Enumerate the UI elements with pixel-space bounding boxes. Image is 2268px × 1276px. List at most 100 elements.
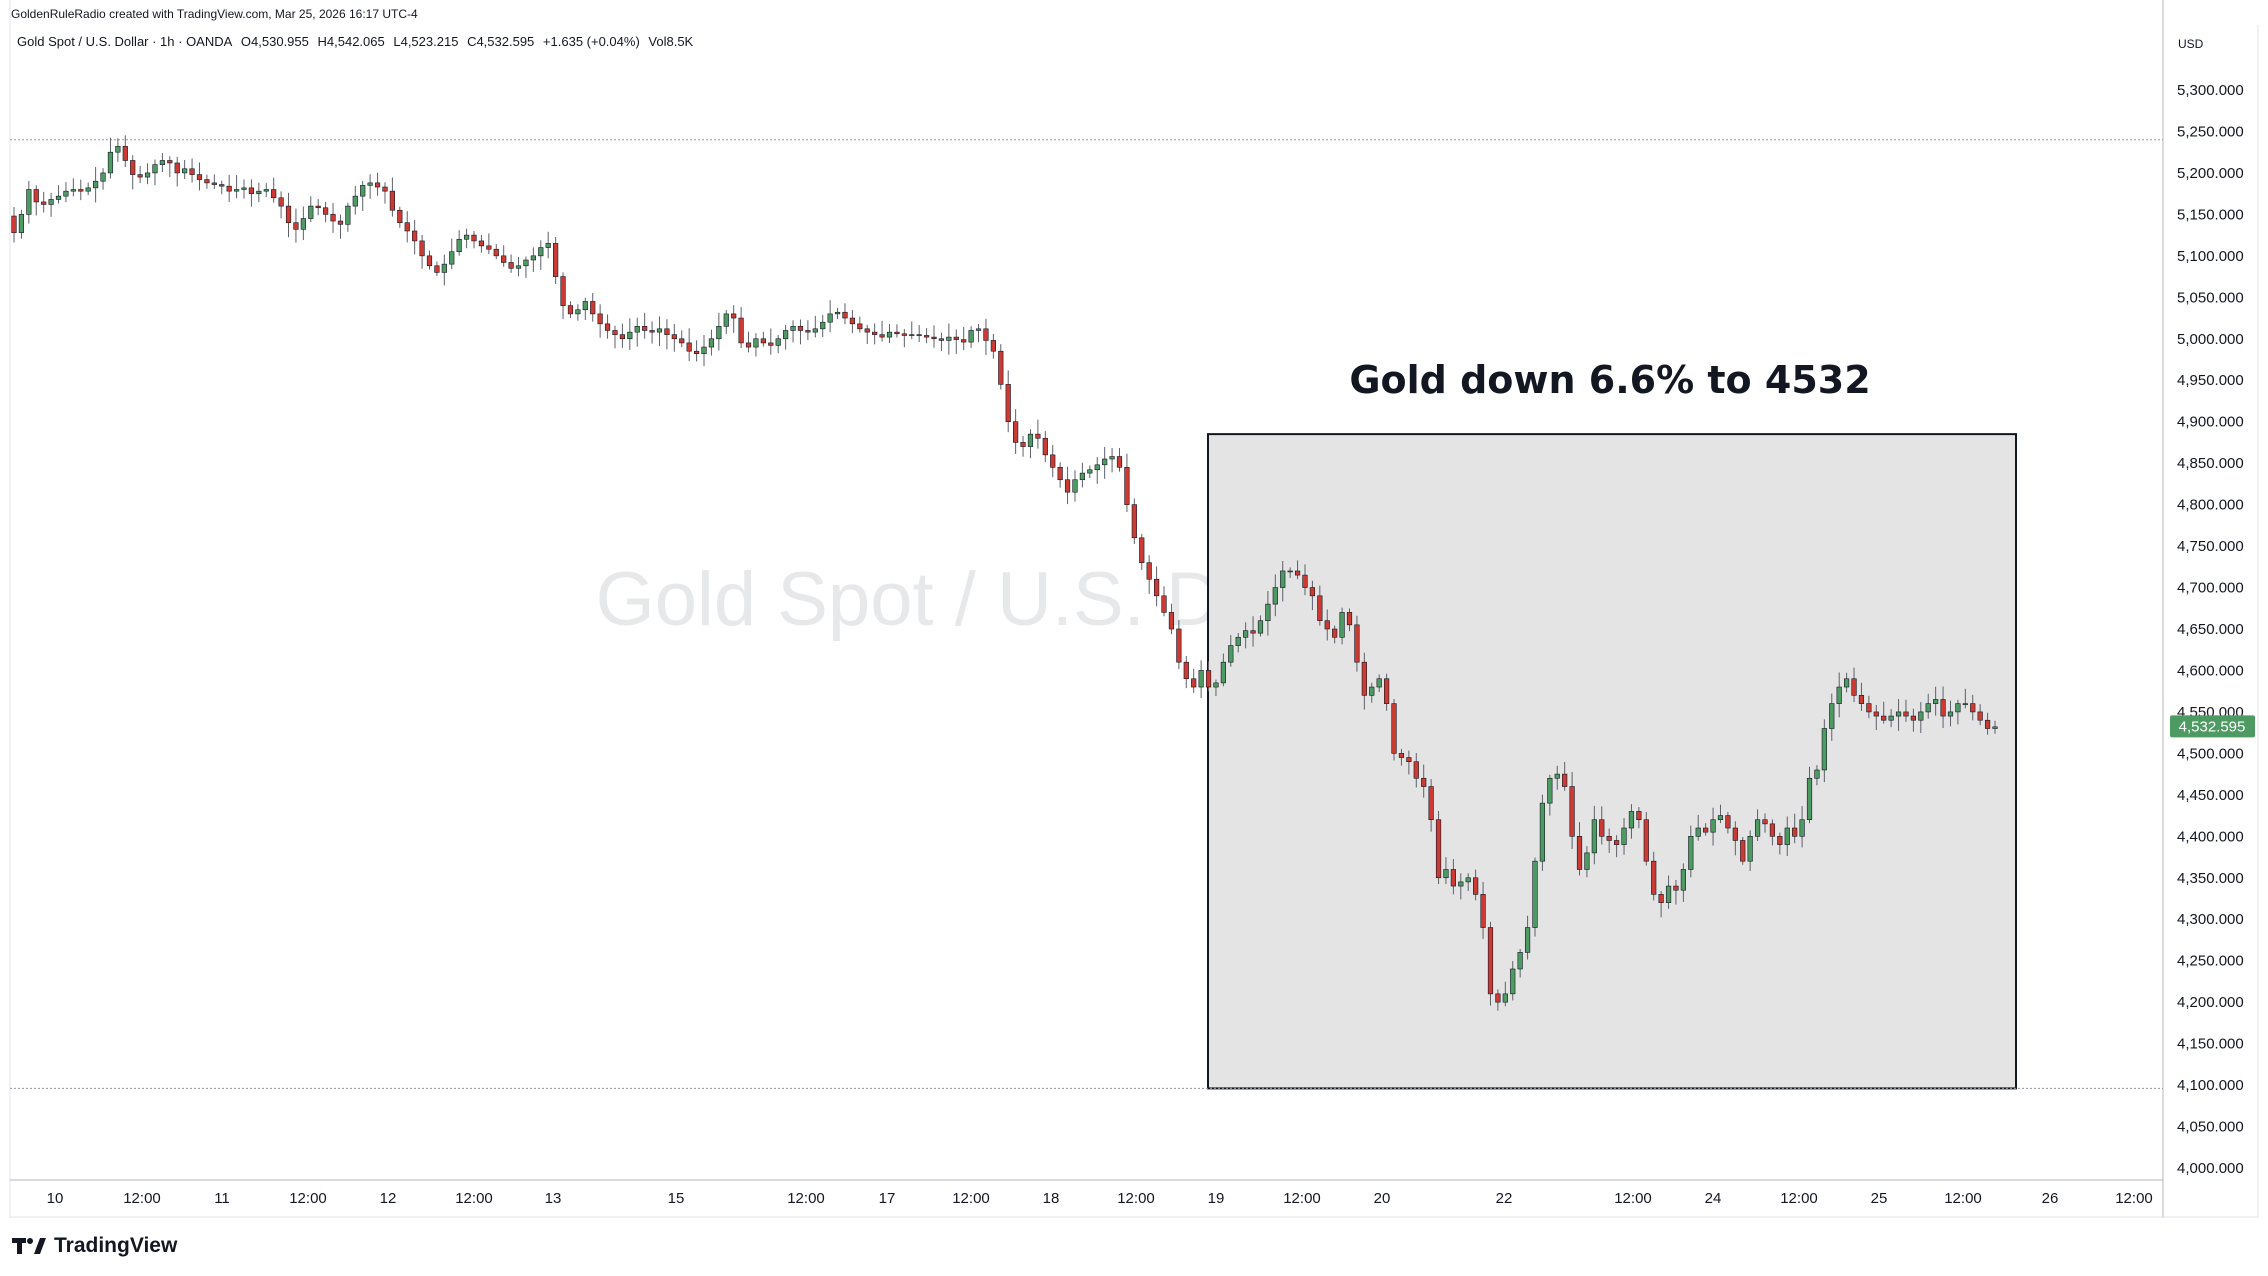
candle-up[interactable]: [1888, 715, 1894, 721]
candle-up[interactable]: [241, 187, 247, 190]
candle-up[interactable]: [1992, 726, 1998, 729]
candle-down[interactable]: [1013, 421, 1019, 443]
candle-down[interactable]: [1450, 869, 1456, 887]
candle-down[interactable]: [998, 350, 1004, 385]
candle-down[interactable]: [1562, 773, 1568, 787]
candle-up[interactable]: [1272, 587, 1278, 605]
candle-up[interactable]: [360, 185, 366, 197]
candle-up[interactable]: [753, 338, 759, 348]
candle-down[interactable]: [397, 209, 403, 223]
candle-down[interactable]: [1205, 670, 1212, 688]
candle-down[interactable]: [1881, 715, 1887, 721]
candle-up[interactable]: [1198, 670, 1204, 688]
candle-down[interactable]: [1168, 612, 1175, 630]
candle-down[interactable]: [1984, 719, 1991, 729]
candle-up[interactable]: [1933, 699, 1939, 704]
candle-down[interactable]: [419, 240, 425, 257]
candle-down[interactable]: [167, 160, 173, 164]
candle-down[interactable]: [1599, 819, 1605, 837]
candle-down[interactable]: [1910, 715, 1916, 721]
candle-up[interactable]: [1228, 645, 1234, 663]
candle-up[interactable]: [1109, 456, 1115, 460]
candle-down[interactable]: [204, 179, 210, 184]
candle-down[interactable]: [931, 336, 937, 340]
candle-down[interactable]: [842, 311, 848, 319]
candle-up[interactable]: [1895, 711, 1902, 717]
candle-down[interactable]: [1183, 661, 1189, 680]
candle-down[interactable]: [649, 330, 655, 333]
candle-down[interactable]: [1139, 537, 1145, 563]
candle-up[interactable]: [1079, 472, 1086, 481]
candle-down[interactable]: [1940, 699, 1946, 717]
candle-down[interactable]: [1435, 819, 1442, 879]
candle-down[interactable]: [1643, 819, 1649, 862]
candle-up[interactable]: [1220, 661, 1226, 684]
candle-up[interactable]: [634, 326, 640, 333]
candle-up[interactable]: [812, 328, 818, 333]
candle-up[interactable]: [790, 326, 796, 331]
candle-up[interactable]: [367, 182, 373, 186]
candle-down[interactable]: [389, 190, 395, 211]
candle-down[interactable]: [130, 160, 136, 175]
candle-down[interactable]: [1658, 894, 1664, 903]
candle-up[interactable]: [515, 265, 522, 269]
candle-down[interactable]: [961, 339, 967, 343]
candle-down[interactable]: [983, 328, 989, 341]
candle-down[interactable]: [1762, 819, 1768, 825]
candle-down[interactable]: [1740, 840, 1746, 862]
candle-down[interactable]: [278, 197, 284, 207]
candle-down[interactable]: [1651, 860, 1657, 895]
candle-down[interactable]: [1673, 885, 1679, 891]
candle-down[interactable]: [434, 265, 440, 273]
candle-down[interactable]: [137, 174, 143, 178]
candle-up[interactable]: [783, 330, 789, 340]
candle-down[interactable]: [1250, 630, 1256, 634]
candle-up[interactable]: [1517, 952, 1523, 970]
candle-down[interactable]: [894, 331, 900, 335]
candle-up[interactable]: [1443, 869, 1449, 879]
candle-up[interactable]: [159, 160, 165, 165]
candle-up[interactable]: [530, 255, 536, 261]
candle-down[interactable]: [1391, 703, 1397, 754]
candle-up[interactable]: [1339, 612, 1345, 638]
candle-up[interactable]: [345, 205, 351, 225]
candle-up[interactable]: [1087, 469, 1093, 474]
candle-down[interactable]: [226, 185, 232, 192]
candle-up[interactable]: [946, 336, 952, 341]
candle-up[interactable]: [1280, 570, 1286, 588]
candle-up[interactable]: [1547, 777, 1553, 804]
candle-up[interactable]: [1554, 773, 1560, 779]
candle-down[interactable]: [686, 342, 692, 352]
candle-up[interactable]: [1287, 570, 1293, 573]
candle-down[interactable]: [501, 255, 507, 263]
candle-down[interactable]: [11, 215, 17, 233]
candle-up[interactable]: [1844, 678, 1850, 688]
candle-down[interactable]: [1317, 595, 1323, 622]
candle-down[interactable]: [1732, 827, 1738, 841]
candle-down[interactable]: [493, 248, 499, 257]
candle-down[interactable]: [1725, 815, 1731, 829]
candle-up[interactable]: [463, 234, 470, 240]
candle-down[interactable]: [1064, 479, 1071, 493]
candle-down[interactable]: [797, 326, 804, 331]
candle-up[interactable]: [1925, 703, 1931, 713]
candle-up[interactable]: [909, 334, 915, 336]
candle-up[interactable]: [1754, 819, 1761, 837]
candle-up[interactable]: [1094, 464, 1100, 471]
candle-up[interactable]: [308, 205, 314, 219]
candle-down[interactable]: [1302, 574, 1308, 588]
candle-up[interactable]: [1243, 630, 1249, 638]
candle-up[interactable]: [1628, 811, 1635, 829]
candle-up[interactable]: [575, 309, 581, 315]
candle-up[interactable]: [26, 189, 32, 215]
candle-up[interactable]: [1213, 682, 1219, 688]
candle-up[interactable]: [100, 172, 106, 182]
candle-up[interactable]: [1829, 703, 1835, 729]
candle-down[interactable]: [1903, 711, 1909, 717]
candle-down[interactable]: [1777, 836, 1783, 845]
candle-down[interactable]: [597, 313, 603, 325]
candle-up[interactable]: [352, 195, 358, 207]
candle-up[interactable]: [1465, 877, 1471, 883]
candle-up[interactable]: [1695, 827, 1701, 837]
candle-up[interactable]: [1821, 728, 1827, 771]
